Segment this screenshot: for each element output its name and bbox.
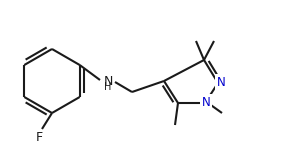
Text: N: N (202, 95, 210, 108)
Text: H: H (104, 82, 112, 92)
Text: N: N (103, 75, 113, 88)
Text: N: N (217, 75, 225, 88)
Text: F: F (36, 131, 43, 144)
